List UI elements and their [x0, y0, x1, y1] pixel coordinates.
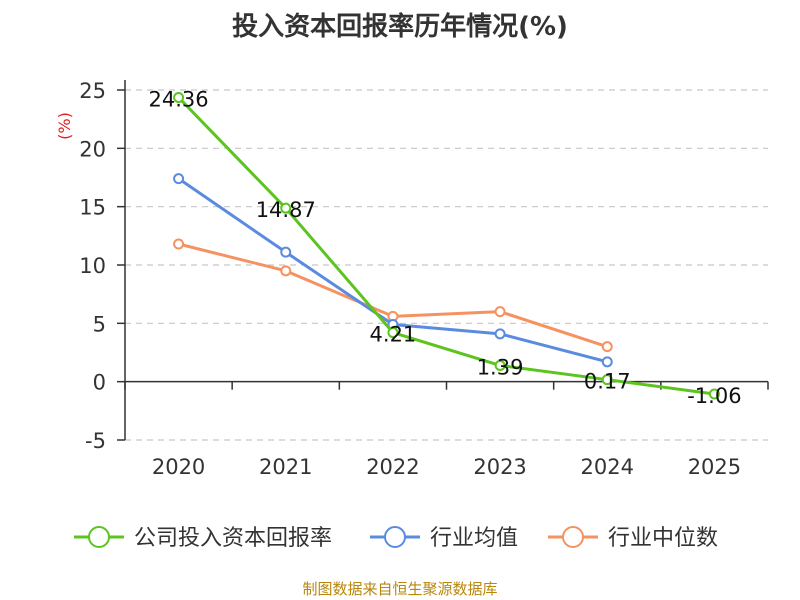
x-tick-label: 2024: [581, 455, 634, 479]
data-point: [601, 374, 613, 386]
data-source-note: 制图数据来自恒生聚源数据库: [302, 580, 498, 598]
y-tick-label: 5: [93, 312, 106, 336]
data-point: [708, 388, 720, 400]
legend-label: 行业均值: [430, 526, 518, 551]
y-tick-label: 15: [79, 196, 106, 220]
data-point: [173, 238, 185, 250]
data-label: 1.39: [477, 355, 524, 379]
x-tick-label: 2023: [473, 455, 526, 479]
data-label: 14.87: [256, 198, 316, 222]
data-point: [280, 246, 292, 258]
y-tick-label: -5: [85, 429, 106, 453]
legend-label: 公司投入资本回报率: [134, 526, 332, 551]
x-tick-label: 2022: [366, 455, 419, 479]
y-tick-label: 25: [79, 79, 106, 103]
x-tick-label: 2020: [152, 455, 205, 479]
data-label: -1.06: [687, 384, 741, 408]
data-label: 24.36: [149, 87, 209, 111]
data-point: [601, 341, 613, 353]
legend-label: 行业中位数: [608, 526, 718, 551]
data-point: [494, 328, 506, 340]
data-label: 4.21: [370, 323, 417, 347]
legend-marker: [88, 526, 110, 548]
x-tick-label: 2021: [259, 455, 312, 479]
data-point: [601, 356, 613, 368]
series-line-0: [177, 96, 715, 396]
chart-title: 投入资本回报率历年情况(%): [232, 12, 568, 42]
data-point: [387, 327, 399, 339]
data-point: [173, 173, 185, 185]
data-point: [280, 265, 292, 277]
legend-marker: [562, 526, 584, 548]
data-point: [280, 202, 292, 214]
legend-marker: [384, 526, 406, 548]
data-point: [173, 91, 185, 103]
data-label: 0.17: [584, 370, 631, 394]
data-point: [494, 359, 506, 371]
y-tick-label: 10: [79, 254, 106, 278]
y-tick-label: 0: [93, 371, 106, 395]
y-axis-label: (%): [55, 112, 74, 140]
data-point: [494, 306, 506, 318]
x-tick-label: 2025: [688, 455, 741, 479]
y-tick-label: 20: [79, 137, 106, 161]
